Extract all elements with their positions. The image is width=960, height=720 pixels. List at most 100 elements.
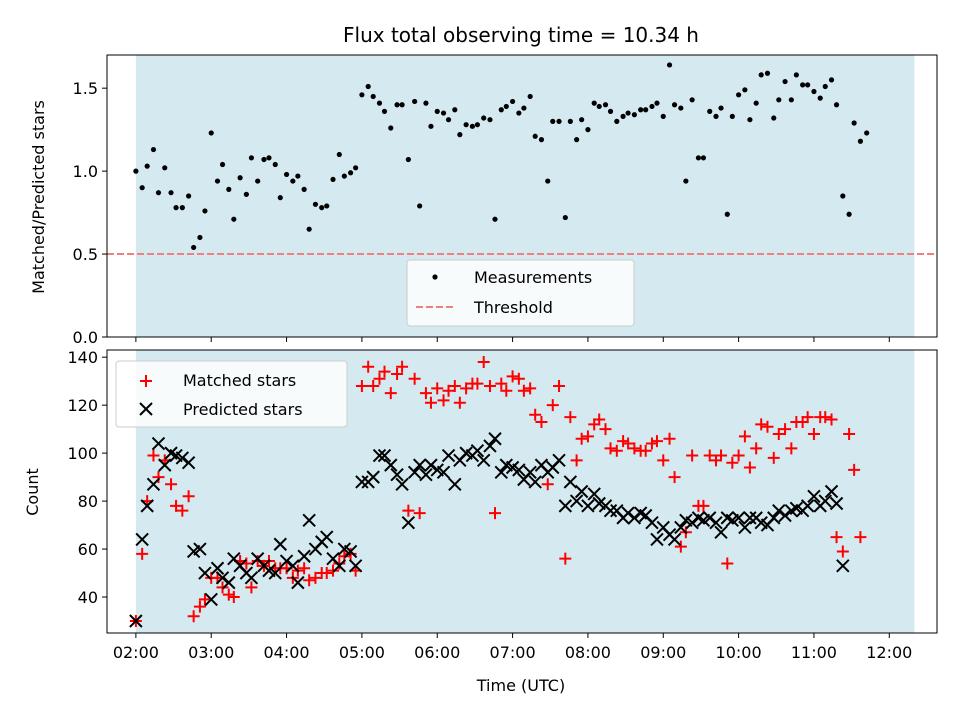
- legend-predicted-stars: Predicted stars: [183, 400, 303, 419]
- measurement-point: [359, 92, 365, 98]
- matched-star-point: [767, 451, 780, 464]
- matched-star-point: [477, 355, 490, 368]
- measurement-point: [742, 87, 748, 93]
- predicted-star-point: [193, 542, 207, 556]
- top-y-tick-label: 1.5: [73, 79, 98, 98]
- x-tick-label: 06:00: [414, 643, 460, 662]
- matched-star-point: [807, 427, 820, 440]
- measurement-point: [388, 125, 394, 131]
- measurement-point: [602, 102, 609, 108]
- measurement-point: [144, 163, 150, 169]
- matched-star-point: [559, 552, 572, 565]
- measurement-point: [208, 130, 214, 136]
- predicted-star-point: [302, 513, 316, 527]
- measurement-point: [481, 115, 487, 121]
- predicted-legend-marker: [139, 402, 153, 416]
- measurement-point: [336, 151, 342, 158]
- measurement-point: [150, 146, 157, 153]
- measurement-point: [753, 100, 759, 106]
- matched-star-point: [483, 379, 496, 392]
- predicted-star-point: [146, 477, 161, 492]
- matched-star-point: [599, 423, 612, 436]
- matched-star-point: [453, 396, 466, 409]
- measurement-point: [370, 93, 376, 100]
- matched-star-point: [843, 427, 856, 440]
- predicted-star-point: [807, 489, 821, 504]
- measurement-point: [538, 137, 545, 143]
- matched-star-point: [378, 365, 391, 378]
- predicted-star-point: [603, 503, 618, 518]
- measurement-point: [596, 103, 602, 110]
- measurement-point: [306, 226, 312, 232]
- measurement-point: [301, 186, 307, 192]
- measurement-point: [423, 100, 429, 106]
- measurement-point: [219, 161, 226, 168]
- matched-star-point: [785, 442, 798, 455]
- predicted-star-point: [494, 465, 508, 480]
- matched-star-point: [367, 379, 380, 392]
- matched-star-point: [524, 382, 537, 395]
- measurement-point: [133, 168, 139, 174]
- measurement-point: [445, 117, 452, 123]
- matched-star-point: [697, 499, 710, 512]
- measurement-point: [579, 117, 585, 123]
- measurement-point: [800, 82, 806, 88]
- matched-star-point: [448, 379, 461, 392]
- measurement-point: [197, 234, 203, 241]
- x-tick-label: 12:00: [866, 643, 912, 662]
- predicted-star-point: [366, 470, 380, 484]
- predicted-star-point: [650, 532, 664, 547]
- x-tick-label: 03:00: [188, 643, 234, 662]
- legend-measurements: Measurements: [474, 268, 592, 287]
- predicted-star-point: [419, 468, 433, 482]
- measurement-point: [405, 156, 411, 163]
- bottom-axes-frame: [106, 349, 938, 634]
- predicted-star-point: [829, 496, 844, 511]
- matched-star-point: [216, 581, 229, 594]
- matched-star-point: [413, 507, 426, 520]
- top-legend-frame: [406, 259, 635, 327]
- measurement-point: [857, 138, 864, 144]
- predicted-star-point: [738, 520, 752, 535]
- matched-star-point: [703, 449, 716, 462]
- predicted-star-point: [297, 549, 311, 563]
- matched-star-point: [373, 372, 386, 385]
- predicted-star-point: [587, 487, 601, 501]
- predicted-star-point: [198, 566, 212, 580]
- measurement-point: [649, 103, 655, 110]
- matched-star-point: [581, 430, 594, 443]
- measurement-point: [365, 83, 371, 90]
- matched-star-point: [553, 379, 566, 392]
- measurement-point: [277, 195, 283, 201]
- predicted-star-point: [343, 544, 358, 559]
- measurement-point: [736, 92, 742, 98]
- predicted-star-point: [563, 475, 578, 489]
- predicted-star-point: [743, 511, 757, 525]
- measurement-point: [771, 115, 777, 121]
- matched-star-point: [575, 432, 588, 445]
- bottom-y-tick-label: 140: [67, 348, 98, 367]
- measurement-point: [550, 118, 556, 124]
- matched-star-point: [622, 437, 635, 450]
- measurement-point: [463, 122, 469, 128]
- matched-star-point: [715, 449, 728, 462]
- predicted-star-point: [210, 561, 225, 575]
- measurement-point: [614, 118, 620, 124]
- predicted-star-point: [476, 453, 491, 468]
- measurement-point: [162, 165, 168, 171]
- measurement-point: [272, 161, 278, 168]
- measurement-point: [330, 176, 336, 183]
- measurement-point: [532, 133, 538, 139]
- measurement-point: [312, 201, 319, 207]
- predicted-star-point: [627, 511, 642, 525]
- matched-star-point: [442, 384, 455, 397]
- measurement-point: [417, 203, 423, 209]
- measurement-point: [846, 211, 852, 217]
- predicted-star-point: [244, 571, 259, 585]
- measurement-point: [168, 190, 174, 196]
- measurement-point: [440, 110, 447, 116]
- measurement-point: [689, 97, 695, 103]
- measurement-point: [255, 178, 261, 184]
- matched-star-point: [198, 593, 211, 606]
